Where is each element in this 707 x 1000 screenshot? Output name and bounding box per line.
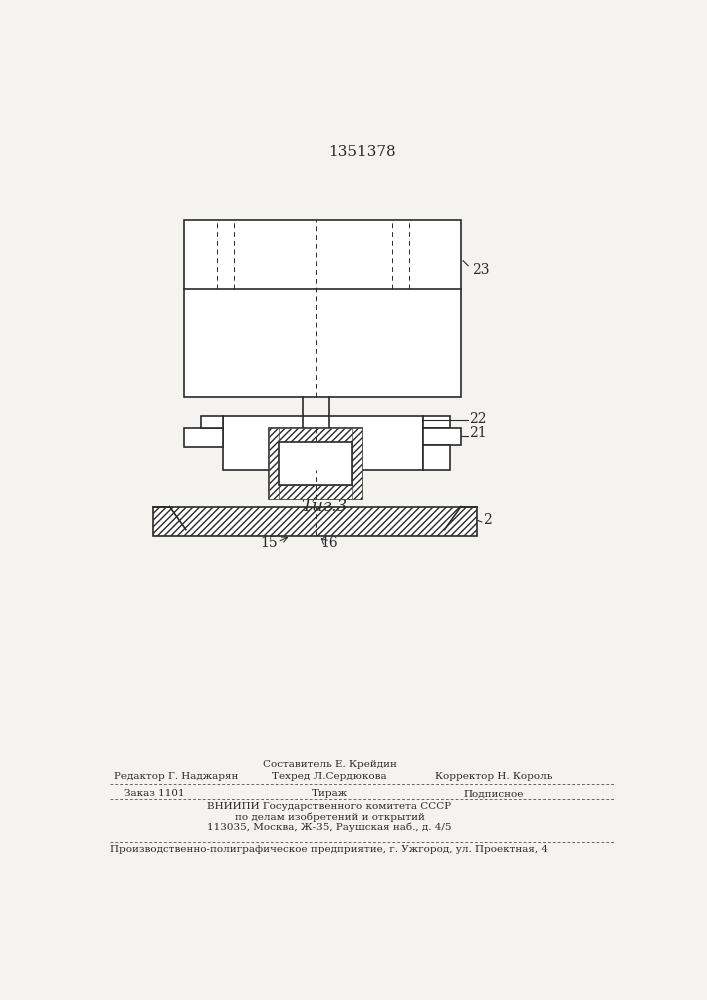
Bar: [185, 220, 461, 397]
Bar: [353, 428, 363, 499]
Text: Составитель Е. Крейдин: Составитель Е. Крейдин: [262, 760, 397, 769]
Bar: [423, 428, 461, 445]
Bar: [423, 416, 450, 428]
Bar: [185, 428, 223, 447]
Text: Корректор Н. Король: Корректор Н. Король: [435, 772, 553, 781]
Bar: [153, 507, 477, 536]
Text: Производственно-полиграфическое предприятие, г. Ужгород, ул. Проектная, 4: Производственно-полиграфическое предприя…: [110, 845, 549, 854]
Bar: [269, 428, 362, 442]
Text: ВНИИПИ Государственного комитета СССР: ВНИИПИ Государственного комитета СССР: [207, 802, 452, 811]
Text: по делам изобретений и открытий: по делам изобретений и открытий: [235, 812, 424, 822]
Text: Τиг.3: Τиг.3: [301, 498, 347, 515]
Text: 113035, Москва, Ж-35, Раушская наб., д. 4/5: 113035, Москва, Ж-35, Раушская наб., д. …: [207, 822, 452, 832]
Bar: [423, 445, 450, 470]
Text: 1351378: 1351378: [329, 145, 396, 159]
Bar: [269, 485, 362, 499]
Text: 21: 21: [469, 426, 487, 440]
Bar: [223, 416, 423, 470]
Text: Техред Л.Сердюкова: Техред Л.Сердюкова: [272, 772, 387, 781]
Text: Редактор Г. Наджарян: Редактор Г. Наджарян: [114, 772, 238, 781]
Bar: [269, 428, 279, 499]
Bar: [269, 428, 362, 499]
Text: 22: 22: [469, 412, 486, 426]
Text: Тираж: Тираж: [311, 789, 348, 798]
Text: 15: 15: [260, 536, 278, 550]
Text: 23: 23: [472, 263, 489, 277]
Text: 2: 2: [483, 513, 491, 527]
Text: Заказ 1101: Заказ 1101: [124, 789, 185, 798]
Text: Подписное: Подписное: [464, 789, 524, 798]
Bar: [201, 416, 223, 428]
Bar: [279, 442, 353, 485]
Text: 16: 16: [321, 536, 338, 550]
